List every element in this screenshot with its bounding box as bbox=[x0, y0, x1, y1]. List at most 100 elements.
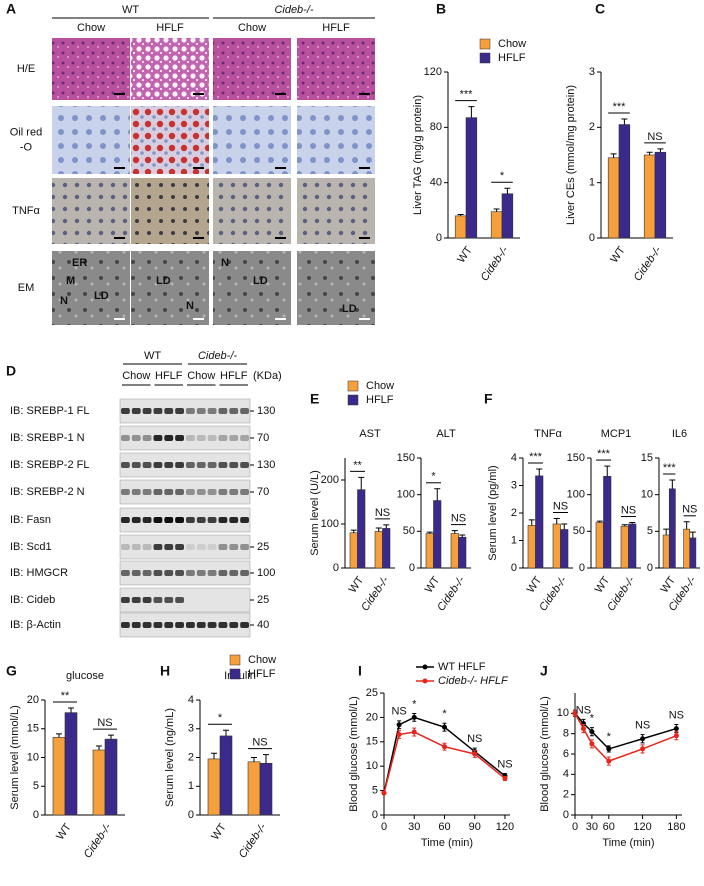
diet-label: Chow bbox=[122, 370, 150, 382]
panel-letter: A bbox=[6, 1, 16, 17]
y-tick-label: 120 bbox=[424, 66, 442, 78]
diet-label: Chow bbox=[238, 22, 266, 34]
blot-band bbox=[153, 462, 163, 468]
blot-band bbox=[240, 597, 249, 603]
blot-band bbox=[164, 517, 174, 523]
significance-label: NS bbox=[621, 504, 636, 516]
micrograph bbox=[52, 38, 130, 100]
error-bar bbox=[646, 151, 653, 155]
significance-label: NS bbox=[635, 720, 650, 732]
y-tick-label: 0 bbox=[188, 809, 194, 821]
error-bar bbox=[683, 521, 690, 530]
series-line bbox=[383, 731, 506, 794]
point bbox=[673, 733, 679, 739]
blot-band bbox=[186, 435, 195, 441]
bar bbox=[595, 522, 604, 569]
blot-band bbox=[207, 462, 217, 468]
blot-band bbox=[121, 622, 130, 628]
em-label: M bbox=[66, 275, 75, 287]
y-tick-label: 80 bbox=[430, 121, 442, 133]
blot-band bbox=[175, 489, 184, 495]
blot-band bbox=[142, 622, 152, 628]
blot-band bbox=[229, 435, 239, 441]
blot-band bbox=[142, 544, 152, 550]
y-tick-label: 15 bbox=[366, 736, 378, 748]
x-tick-label: Cideb-/- bbox=[237, 821, 269, 860]
bar bbox=[603, 476, 612, 569]
em-label: LD bbox=[94, 290, 109, 302]
diet-label: HFLF bbox=[220, 370, 248, 382]
bar bbox=[552, 523, 561, 569]
blot-band bbox=[142, 570, 152, 576]
point bbox=[381, 790, 387, 796]
error-bar bbox=[561, 523, 568, 530]
blot-band bbox=[218, 570, 228, 576]
diet-label: Chow bbox=[187, 370, 215, 382]
blot-band bbox=[121, 570, 130, 576]
y-tick-label: 100 bbox=[567, 489, 585, 501]
panel-letter: I bbox=[358, 663, 362, 679]
y-tick-label: 10 bbox=[27, 751, 39, 763]
chart-title: glucose bbox=[66, 670, 104, 682]
blot-band bbox=[142, 408, 152, 414]
blot-band bbox=[196, 408, 206, 414]
micrograph bbox=[52, 251, 130, 325]
blot-strip bbox=[119, 398, 251, 424]
y-tick-label: 4 bbox=[563, 768, 569, 780]
legend-swatch bbox=[479, 38, 491, 50]
y-tick-label: 10 bbox=[366, 760, 378, 772]
blot-band bbox=[121, 489, 130, 495]
x-axis-label: Time (min) bbox=[421, 837, 473, 849]
blot-band bbox=[229, 517, 239, 523]
bar bbox=[52, 737, 66, 816]
y-tick-label: 2 bbox=[589, 121, 595, 133]
chart-title: ALT bbox=[436, 428, 456, 440]
x-tick-label: 180 bbox=[667, 821, 685, 833]
blot-band bbox=[121, 462, 130, 468]
panel-letter: D bbox=[6, 363, 16, 379]
bar bbox=[643, 154, 656, 239]
blot-band bbox=[164, 544, 174, 550]
error-bar bbox=[610, 153, 617, 158]
error-bar bbox=[468, 106, 475, 118]
y-tick-label: 5 bbox=[372, 785, 378, 797]
micrograph bbox=[297, 106, 375, 174]
x-tick-label: 120 bbox=[633, 821, 651, 833]
blot-band bbox=[229, 622, 239, 628]
unit-label: (KDa) bbox=[253, 370, 282, 382]
blot-band bbox=[175, 517, 184, 523]
error-bar bbox=[434, 488, 441, 501]
blot-band bbox=[240, 570, 249, 576]
y-tick-label: 3 bbox=[589, 66, 595, 78]
significance-label: *** bbox=[597, 448, 611, 460]
y-tick-label: 0 bbox=[409, 562, 415, 574]
y-tick-label: 50 bbox=[573, 525, 585, 537]
blot-band bbox=[196, 517, 206, 523]
blot-band bbox=[229, 570, 239, 576]
blot-band bbox=[207, 489, 217, 495]
point bbox=[411, 714, 417, 720]
significance-label: *** bbox=[663, 462, 677, 474]
error-bar bbox=[657, 148, 664, 153]
error-bar bbox=[358, 476, 365, 490]
genotype-label: WT bbox=[144, 350, 161, 362]
error-bar bbox=[383, 524, 390, 529]
error-bar bbox=[457, 213, 464, 216]
blot-band bbox=[186, 544, 195, 550]
legend-label: WT HFLF bbox=[438, 661, 486, 673]
blot-band bbox=[121, 408, 130, 414]
blot-band bbox=[142, 517, 152, 523]
blot-band bbox=[131, 462, 141, 468]
diet-label: HFLF bbox=[156, 22, 184, 34]
bar bbox=[501, 193, 514, 239]
y-tick-label: 3 bbox=[188, 723, 194, 735]
error-bar bbox=[68, 707, 74, 713]
legend-swatch bbox=[229, 654, 241, 666]
y-axis-label: Serum level (ng/mL) bbox=[164, 708, 176, 807]
genotype-label: WT bbox=[122, 4, 139, 16]
blot-band bbox=[240, 489, 249, 495]
bar bbox=[628, 523, 637, 569]
y-tick-label: 4 bbox=[511, 452, 517, 464]
significance-label: * bbox=[218, 712, 223, 724]
error-bar bbox=[223, 729, 229, 736]
